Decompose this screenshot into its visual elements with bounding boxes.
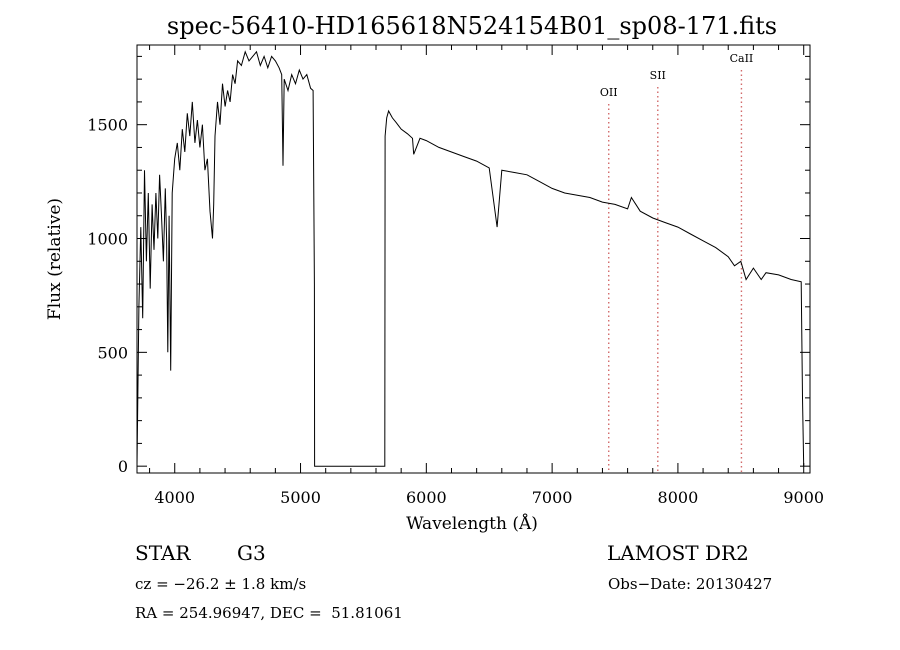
y-axis-label: Flux (relative) xyxy=(45,198,65,320)
spectrum-line xyxy=(136,50,805,467)
chart-title: spec-56410-HD165618N524154B01_sp08-171.f… xyxy=(167,12,777,40)
redshift-cz: cz = −26.2 ± 1.8 km/s xyxy=(135,575,307,593)
y-tick-label: 1500 xyxy=(87,116,128,135)
marker-label: CaII xyxy=(730,52,754,65)
x-tick-label: 4000 xyxy=(154,488,195,507)
y-tick-label: 1000 xyxy=(87,230,128,249)
y-tick-label: 500 xyxy=(97,343,128,362)
x-axis-ticks: 4000 5000 6000 7000 8000 9000 xyxy=(149,45,824,507)
y-axis-ticks: 0 500 1000 1500 xyxy=(87,55,810,476)
x-tick-label: 9000 xyxy=(783,488,824,507)
x-axis-label: Wavelength (Å) xyxy=(406,513,538,534)
x-tick-label: 6000 xyxy=(406,488,447,507)
y-tick-label: 0 xyxy=(118,457,128,476)
sky-coordinates: RA = 254.96947, DEC = 51.81061 xyxy=(135,604,403,622)
x-tick-label: 5000 xyxy=(280,488,321,507)
line-markers: OII SII CaII xyxy=(600,52,753,473)
plot-frame xyxy=(136,44,811,474)
marker-label: SII xyxy=(650,69,666,82)
spectral-subclass: G3 xyxy=(237,541,266,565)
survey-name: LAMOST DR2 xyxy=(607,541,749,565)
marker-label: OII xyxy=(600,86,618,99)
x-tick-label: 7000 xyxy=(532,488,573,507)
object-type: STAR xyxy=(135,541,191,565)
x-tick-label: 8000 xyxy=(658,488,699,507)
observation-date: Obs−Date: 20130427 xyxy=(608,575,773,593)
